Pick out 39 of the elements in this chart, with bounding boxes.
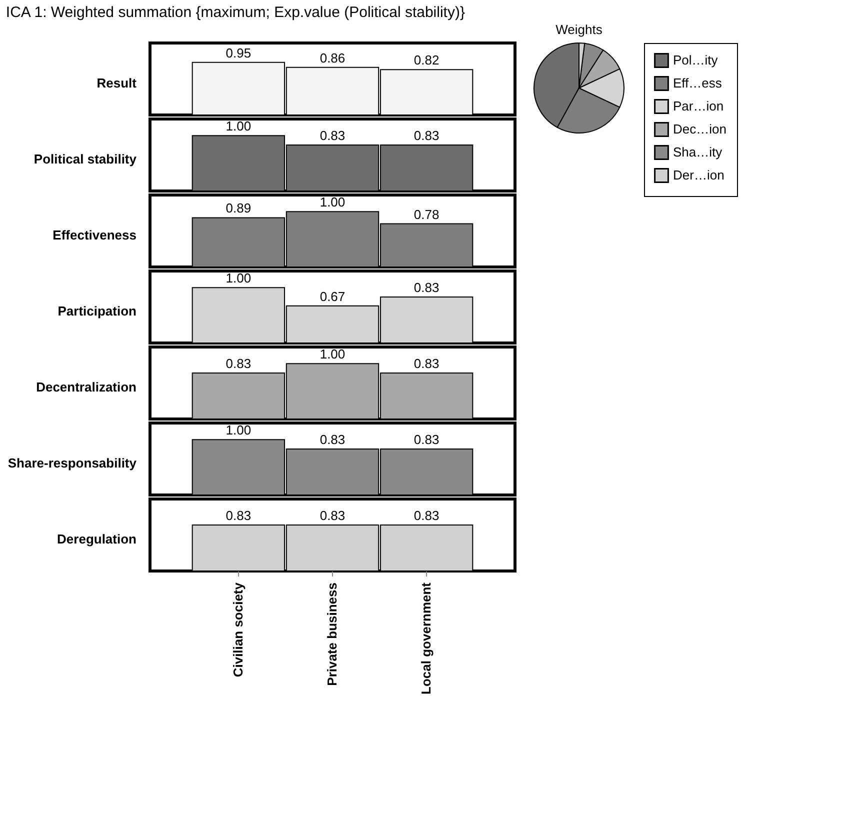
data-label: 0.95: [226, 45, 252, 60]
data-label: 0.83: [320, 128, 346, 144]
data-label: 0.83: [320, 432, 346, 448]
data-label: 0.83: [414, 128, 440, 144]
data-label: 0.83: [226, 508, 252, 524]
y-axis-title: Decentralization: [36, 380, 137, 394]
data-label: 1.00: [320, 194, 346, 210]
legend-label: Dec…ion: [673, 122, 726, 136]
data-label: 1.00: [320, 346, 346, 362]
data-label: 0.83: [320, 508, 346, 524]
data-label: 0.89: [226, 200, 252, 216]
data-label: 0.83: [414, 280, 440, 296]
data-label: 0.78: [414, 206, 440, 222]
y-axis-title: Political stability: [34, 152, 138, 166]
x-tick-label: Local government: [418, 582, 434, 694]
data-label: 0.83: [414, 508, 440, 524]
legend-label: Der…ion: [673, 168, 724, 182]
data-label: 0.83: [226, 356, 252, 372]
legend-label: Sha…ity: [673, 144, 723, 160]
y-axis-title: Participation: [58, 304, 137, 318]
x-tick-label: Civilian society: [230, 582, 246, 678]
legend-label: Pol…ity: [673, 52, 718, 68]
data-label: 0.86: [320, 50, 346, 66]
data-label: 0.83: [414, 356, 440, 372]
legend-label: Eff…ess: [673, 76, 722, 90]
data-label: 0.82: [414, 52, 440, 68]
data-label: 1.00: [226, 118, 252, 134]
data-label: 0.67: [320, 288, 346, 304]
y-axis-title: Deregulation: [57, 532, 137, 546]
x-tick-label: Private business: [324, 582, 340, 686]
data-label: 1.00: [226, 270, 252, 286]
y-axis-title: Result: [96, 76, 138, 90]
data-label: 1.00: [226, 422, 252, 438]
data-label: 0.83: [414, 432, 440, 448]
y-axis-title: Effectiveness: [52, 228, 136, 242]
legend-label: Par…ion: [673, 98, 724, 114]
y-axis-title: Share-responsability: [8, 456, 138, 470]
chart-title: ICA 1: Weighted summation {maximum; Exp.value (Political stability)}: [6, 4, 465, 21]
chart-title: Weights: [556, 22, 603, 37]
